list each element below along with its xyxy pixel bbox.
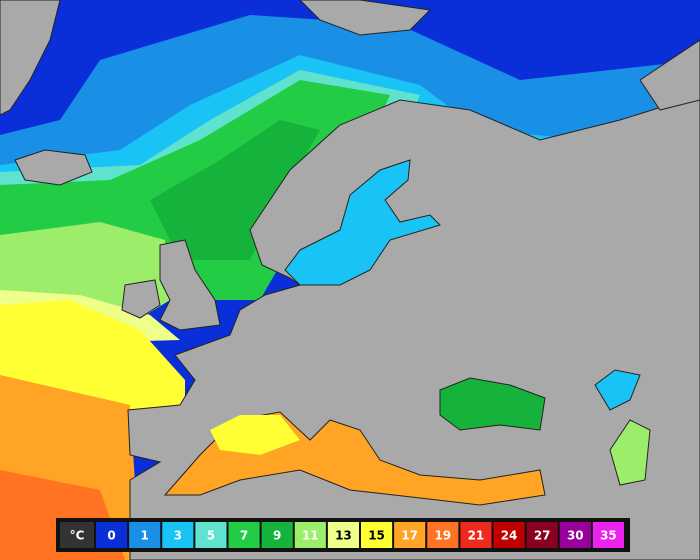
legend-swatch: [427, 522, 459, 548]
legend-swatch: [559, 522, 591, 548]
legend-label: 13: [335, 529, 352, 543]
legend: °C 0 1 3 5 7 9 11 13 15 17 19 21 24 27 30 35: [56, 518, 630, 552]
legend-label: 9: [273, 529, 281, 543]
legend-label: 7: [240, 529, 248, 543]
legend-label: 5: [207, 529, 215, 543]
legend-swatch: [129, 522, 161, 548]
legend-label: 15: [368, 529, 385, 543]
legend-label: 19: [434, 529, 451, 543]
legend-swatch: [96, 522, 128, 548]
legend-swatch: [162, 522, 194, 548]
inland-seas: [163, 159, 651, 506]
legend-label: 17: [401, 529, 418, 543]
legend-unit: °C: [70, 529, 85, 543]
legend-swatch: [460, 522, 492, 548]
legend-swatch: [394, 522, 426, 548]
legend-swatch: [361, 522, 393, 548]
legend-swatch: [526, 522, 558, 548]
legend-label: 27: [534, 529, 551, 543]
legend-label: 1: [141, 529, 149, 543]
legend-label: 35: [600, 529, 617, 543]
legend-label: 30: [567, 529, 584, 543]
legend-swatch: [228, 522, 260, 548]
legend-label: 0: [107, 529, 115, 543]
legend-label: 24: [501, 529, 518, 543]
legend-swatch: [592, 522, 624, 548]
legend-swatch: [261, 522, 293, 548]
legend-label: 21: [468, 529, 485, 543]
legend-swatch: [327, 522, 359, 548]
legend-unit-cell: [60, 522, 94, 548]
legend-swatch: [294, 522, 326, 548]
legend-label: 11: [302, 529, 319, 543]
legend-swatch: [195, 522, 227, 548]
legend-swatch: [493, 522, 525, 548]
legend-label: 3: [174, 529, 182, 543]
